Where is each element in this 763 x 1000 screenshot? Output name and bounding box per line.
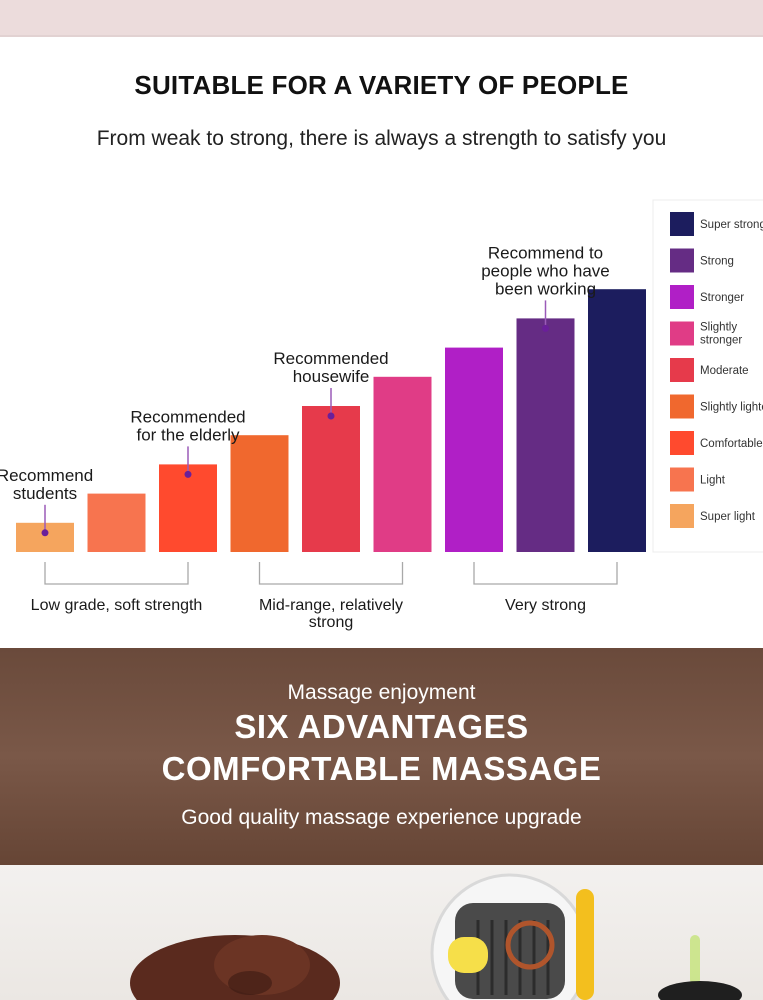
legend-swatch-super-strong bbox=[670, 212, 694, 236]
legend-label: Super light bbox=[700, 511, 756, 523]
annotation-label: housewife bbox=[293, 367, 370, 386]
group-label: strong bbox=[309, 614, 353, 631]
banner-title-line-2: COMFORTABLE MASSAGE bbox=[161, 750, 602, 787]
annotation-label: for the elderly bbox=[137, 425, 240, 444]
banner-title-line-1: SIX ADVANTAGES bbox=[234, 708, 529, 745]
annotation-label: students bbox=[13, 484, 77, 503]
green-accent bbox=[690, 935, 700, 985]
product-photo-area bbox=[0, 865, 763, 1000]
yellow-handle bbox=[576, 889, 594, 1000]
legend-swatch-moderate bbox=[670, 358, 694, 382]
legend-label: stronger bbox=[700, 335, 742, 347]
annotation-label: Recommend to bbox=[488, 243, 603, 262]
bar-strong bbox=[516, 318, 575, 552]
legend-label: Light bbox=[700, 475, 726, 487]
legend-label: Strong bbox=[700, 256, 734, 268]
legend-swatch-strong bbox=[670, 248, 694, 273]
legend-swatch-super-light bbox=[670, 504, 694, 528]
group-bracket bbox=[44, 562, 189, 585]
annotation-dot bbox=[327, 412, 335, 420]
legend-swatch-stronger bbox=[670, 285, 694, 309]
legend-label: Super strong bbox=[700, 219, 763, 231]
advantages-banner: Massage enjoyment SIX ADVANTAGES COMFORT… bbox=[0, 648, 763, 865]
legend-label: Slightly bbox=[700, 322, 737, 334]
bar-moderate bbox=[302, 406, 360, 552]
annotation-dot bbox=[542, 324, 549, 332]
top-decorative-strip bbox=[0, 0, 763, 37]
annotation-dot bbox=[184, 470, 192, 478]
group-bracket bbox=[473, 562, 618, 585]
annotation-label: Recommend bbox=[0, 466, 93, 485]
bar-light bbox=[87, 493, 146, 552]
legend-label: Stronger bbox=[700, 292, 744, 304]
group-label: Low grade, soft strength bbox=[31, 597, 203, 614]
dark-object bbox=[658, 981, 742, 1000]
legend-swatch-slightly-lighter bbox=[670, 394, 694, 419]
legend-label: Slightly lighter bbox=[700, 402, 763, 414]
annotation-label: people who have bbox=[481, 261, 610, 280]
annotation-label: Recommended bbox=[130, 407, 245, 426]
bar-slightly-lighter bbox=[230, 435, 289, 552]
group-label: Mid-range, relatively bbox=[259, 597, 403, 614]
legend-swatch-slightly-stronger bbox=[670, 321, 694, 346]
bar-slightly-stronger bbox=[373, 376, 432, 552]
group-bracket bbox=[258, 562, 404, 585]
annotation-label: Recommended bbox=[273, 349, 388, 368]
section-title: SUITABLE FOR A VARIETY OF PEOPLE bbox=[134, 70, 629, 100]
device-ring bbox=[505, 920, 555, 970]
legend-swatch-comfortable bbox=[670, 431, 694, 455]
yellow-massage-tip bbox=[448, 937, 488, 973]
banner-kicker: Massage enjoyment bbox=[287, 681, 476, 704]
section-subtitle: From weak to strong, there is always a s… bbox=[96, 127, 667, 150]
annotation-dot bbox=[41, 529, 49, 537]
banner-tagline: Good quality massage experience upgrade bbox=[181, 806, 582, 829]
legend-label: Comfortable bbox=[700, 438, 763, 450]
hair-shadow bbox=[228, 971, 272, 995]
legend-label: Moderate bbox=[700, 365, 749, 377]
bar-super-strong bbox=[588, 289, 646, 552]
legend-swatch-light bbox=[670, 467, 694, 492]
bar-comfortable bbox=[159, 464, 217, 552]
product-photo bbox=[130, 873, 742, 1000]
annotation-label: been working bbox=[495, 279, 596, 298]
bar-stronger bbox=[445, 347, 503, 552]
group-label: Very strong bbox=[505, 597, 586, 614]
